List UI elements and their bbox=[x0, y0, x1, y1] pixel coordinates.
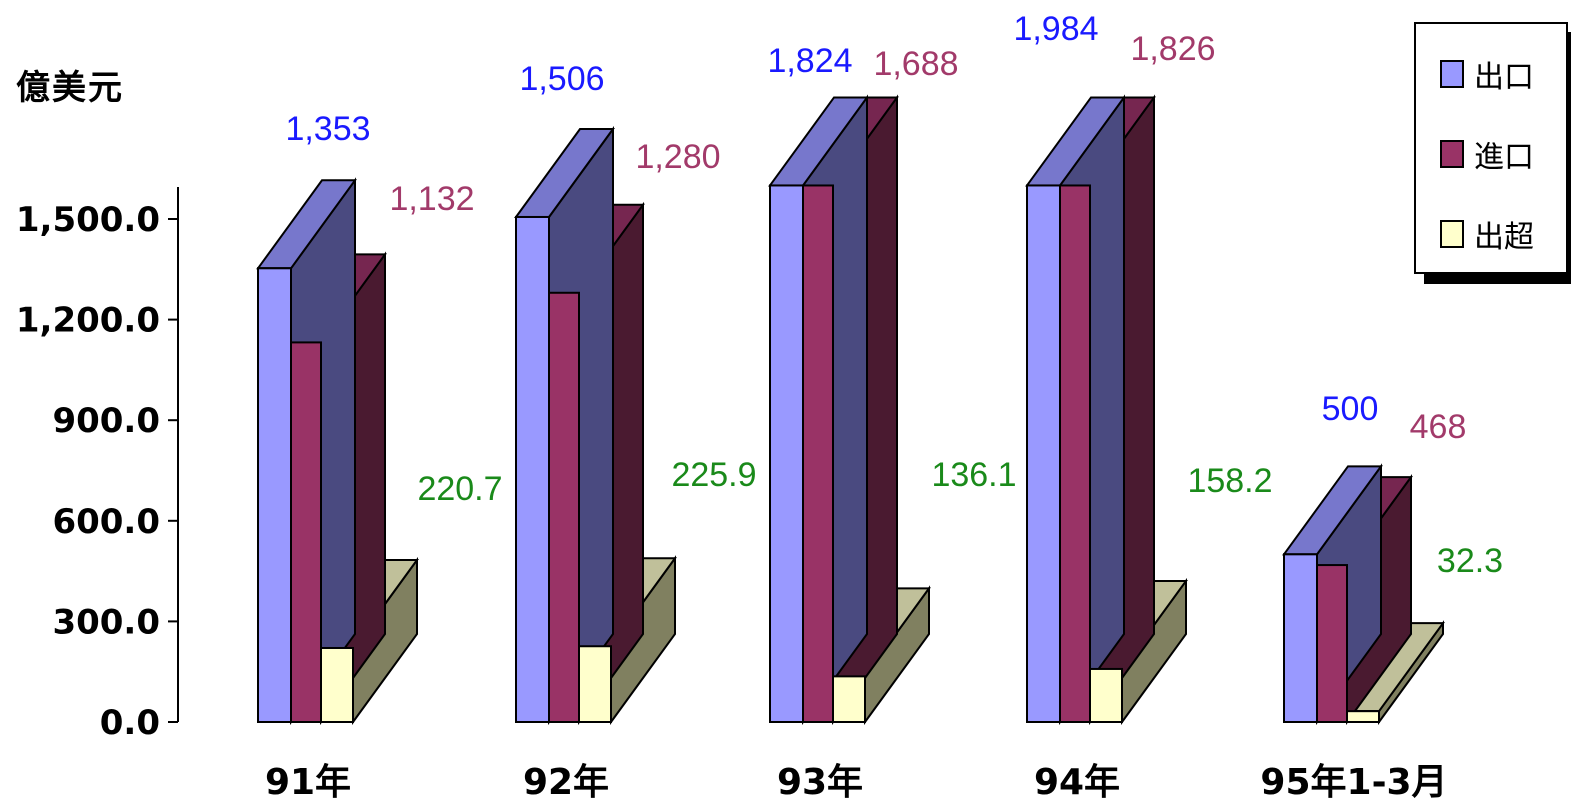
legend-swatch-import bbox=[1440, 140, 1464, 168]
x-tick-label: 95年1-3月 bbox=[1260, 762, 1447, 801]
data-label-surplus: 136.1 bbox=[931, 456, 1016, 494]
legend-item-export: 出口 bbox=[1440, 52, 1534, 96]
y-tick-label: 0.0 bbox=[100, 703, 160, 743]
data-label-export: 1,353 bbox=[285, 110, 370, 148]
data-label-import: 1,280 bbox=[635, 138, 720, 176]
legend-swatch-export bbox=[1440, 60, 1464, 88]
legend-swatch-surplus bbox=[1440, 220, 1464, 248]
data-label-surplus: 158.2 bbox=[1187, 462, 1272, 500]
data-label-import: 1,826 bbox=[1130, 30, 1215, 68]
data-label-export: 1,984 bbox=[1013, 10, 1098, 48]
data-label-import: 1,132 bbox=[389, 180, 474, 218]
y-axis-unit-label: 億美元 bbox=[16, 68, 124, 108]
y-tick-label: 600.0 bbox=[52, 502, 160, 542]
legend-item-import: 進口 bbox=[1440, 132, 1534, 176]
data-label-export: 1,506 bbox=[519, 60, 604, 98]
y-tick-label: 1,200.0 bbox=[16, 301, 160, 341]
bar-front-surplus bbox=[578, 645, 612, 724]
bar-front-import bbox=[1316, 564, 1348, 724]
legend-label-export: 出口 bbox=[1474, 60, 1534, 95]
legend-label-import: 進口 bbox=[1474, 140, 1534, 175]
bar-front-import bbox=[802, 184, 834, 723]
data-label-surplus: 32.3 bbox=[1437, 542, 1503, 580]
bar-front-export bbox=[769, 184, 804, 723]
data-label-surplus: 220.7 bbox=[417, 470, 502, 508]
bar-front-export bbox=[1026, 184, 1061, 723]
bar-front-surplus bbox=[832, 675, 866, 724]
x-tick-label: 92年 bbox=[523, 762, 609, 801]
bar-front-export bbox=[1283, 553, 1318, 723]
data-label-export: 1,824 bbox=[767, 42, 852, 80]
bar-front-export bbox=[515, 215, 550, 723]
data-label-surplus: 225.9 bbox=[671, 456, 756, 494]
x-tick-label: 91年 bbox=[265, 762, 351, 801]
bar-front-export bbox=[257, 267, 292, 723]
data-label-import: 1,688 bbox=[873, 45, 958, 83]
bar-front-import bbox=[290, 341, 322, 723]
bar-front-surplus bbox=[1346, 710, 1380, 724]
y-tick-label: 900.0 bbox=[52, 401, 160, 441]
x-tick-label: 93年 bbox=[777, 762, 863, 801]
data-label-import: 468 bbox=[1410, 408, 1467, 446]
legend-label-surplus: 出超 bbox=[1474, 220, 1534, 255]
bar-front-import bbox=[548, 291, 580, 723]
data-label-export: 500 bbox=[1322, 390, 1379, 428]
legend-item-surplus: 出超 bbox=[1440, 212, 1534, 256]
y-tick-label: 1,500.0 bbox=[16, 200, 160, 240]
bar-front-surplus bbox=[320, 646, 354, 724]
legend: 出口 進口 出超 bbox=[1414, 22, 1568, 274]
bar-front-import bbox=[1059, 184, 1091, 723]
x-tick-label: 94年 bbox=[1034, 762, 1120, 801]
y-tick-label: 300.0 bbox=[52, 602, 160, 642]
bar-front-surplus bbox=[1089, 667, 1123, 723]
